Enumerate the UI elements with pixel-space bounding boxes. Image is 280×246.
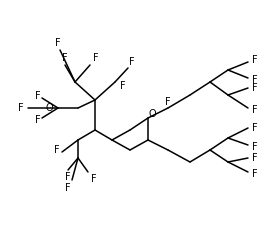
Text: F: F (55, 38, 61, 48)
Text: F: F (91, 174, 97, 184)
Text: F: F (252, 142, 258, 152)
Text: F: F (252, 75, 258, 85)
Text: O: O (45, 103, 53, 113)
Text: F: F (35, 115, 41, 125)
Text: F: F (54, 145, 60, 155)
Text: F: F (18, 103, 24, 113)
Text: F: F (252, 105, 258, 115)
Text: F: F (65, 183, 71, 193)
Text: F: F (65, 172, 71, 182)
Text: F: F (165, 97, 171, 107)
Text: F: F (35, 91, 41, 101)
Text: F: F (62, 53, 68, 63)
Text: F: F (120, 81, 126, 91)
Text: F: F (252, 55, 258, 65)
Text: F: F (252, 153, 258, 163)
Text: F: F (252, 123, 258, 133)
Text: F: F (93, 53, 99, 63)
Text: O: O (148, 109, 156, 119)
Text: F: F (252, 83, 258, 93)
Text: F: F (252, 169, 258, 179)
Text: F: F (129, 57, 135, 67)
